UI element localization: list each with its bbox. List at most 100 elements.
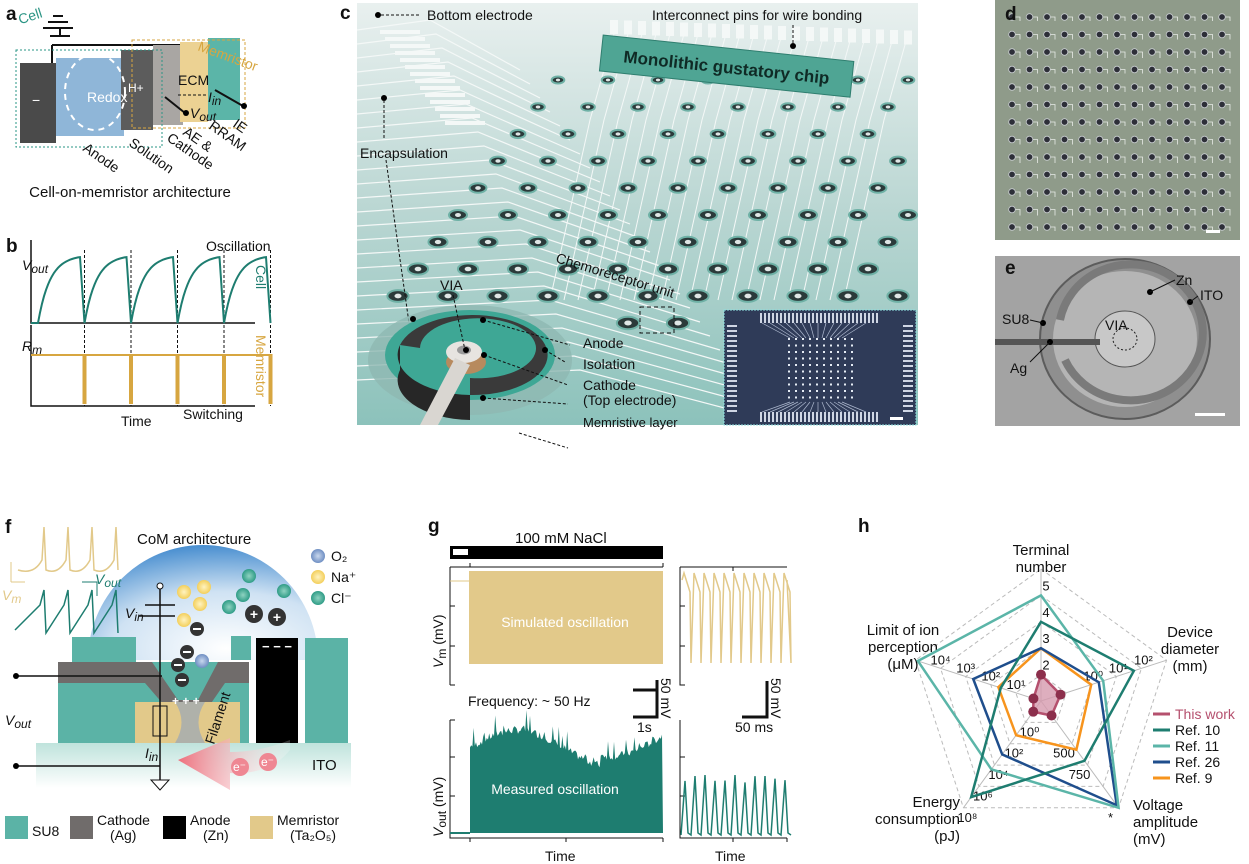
chemoreceptor-unit (1148, 65, 1156, 74)
pad (864, 412, 866, 422)
bond-pad (750, 25, 758, 39)
panel-label-a: a (6, 4, 17, 25)
ie-block (208, 38, 240, 120)
chemoreceptor-unit (1095, 135, 1104, 144)
panel-e: e SU8 Zn ITO VIA Ag (995, 256, 1240, 426)
unit (844, 344, 846, 347)
tick-label: 10² (1134, 652, 1153, 667)
ito-label-f: ITO (312, 757, 337, 774)
unit (837, 357, 839, 360)
chemoreceptor-unit (1078, 118, 1086, 126)
unit (788, 383, 790, 386)
pad (856, 412, 858, 422)
cell-oscillation-trace (31, 255, 272, 324)
pad (780, 412, 782, 422)
unit-center (745, 159, 751, 163)
trace (809, 401, 815, 413)
chemoreceptor-unit (1008, 223, 1016, 231)
chemoreceptor-unit (1113, 205, 1121, 214)
chemoreceptor-unit (1148, 153, 1156, 161)
chemoreceptor-unit (1113, 170, 1121, 179)
unit-center (715, 132, 721, 136)
unit-center (905, 78, 911, 82)
rram-block (180, 42, 208, 122)
unit (802, 338, 804, 340)
unit-center (814, 266, 822, 272)
cl-ion (277, 584, 291, 598)
chemoreceptor-unit (1095, 48, 1104, 56)
pad (840, 313, 842, 323)
unit-center (735, 105, 741, 109)
chemoreceptor-unit (1148, 135, 1156, 144)
tick-label: 750 (1069, 767, 1091, 782)
unit (844, 383, 846, 386)
legend-label: Memristor (277, 812, 340, 828)
chemoreceptor-unit (1043, 205, 1051, 214)
chemoreceptor-unit (1183, 223, 1191, 231)
pad (727, 330, 737, 332)
unit (802, 351, 804, 353)
o2-molecule (195, 654, 209, 668)
chemoreceptor-unit (1130, 48, 1139, 56)
unit (788, 377, 790, 379)
via-label: VIA (440, 277, 463, 293)
chemoreceptor-unit (1025, 65, 1034, 74)
unit-center (605, 78, 611, 82)
unit-center (815, 132, 821, 136)
unit-center (764, 266, 772, 272)
trace (793, 322, 807, 339)
axis-title: Device (1167, 624, 1213, 641)
grid-ring (914, 568, 1168, 809)
chemoreceptor-unit (1043, 170, 1051, 179)
trace (777, 401, 799, 413)
unit-center (505, 213, 511, 217)
chemoreceptor-unit (1218, 65, 1226, 74)
chemoreceptor-unit (1043, 30, 1051, 39)
vout-label-inset: Vout (95, 571, 122, 590)
chemoreceptor-unit (1095, 118, 1104, 126)
chemoreceptor-unit (1165, 153, 1174, 161)
minus-sign (178, 679, 186, 681)
pad (903, 390, 913, 392)
memristor-symbol (152, 705, 168, 737)
trace (761, 401, 791, 413)
cation (245, 605, 263, 623)
vm-axis-label: Vm (mV) (430, 614, 449, 668)
unit (823, 351, 825, 353)
chemoreceptor-unit (1095, 153, 1104, 161)
minus-sign (183, 651, 191, 653)
trace (829, 322, 843, 339)
unit (809, 377, 811, 379)
unit-center (515, 132, 521, 136)
unit (851, 383, 853, 386)
stimulus-label: 100 mM NaCl (515, 530, 607, 547)
unit-center (785, 105, 791, 109)
chemoreceptor-unit (1200, 118, 1209, 126)
plus-sign: + (273, 609, 281, 625)
scale-bar-50ms (742, 681, 769, 719)
chemoreceptor-unit (1218, 135, 1226, 144)
axis-title: Terminal (1013, 542, 1070, 559)
unit-center (795, 159, 801, 163)
chemoreceptor-unit (1165, 65, 1174, 74)
memristor-outline (131, 39, 246, 129)
trace (809, 322, 815, 339)
unit (816, 357, 818, 360)
chemoreceptor-unit (1113, 30, 1121, 39)
chemoreceptor-unit (1060, 135, 1069, 144)
chemoreceptor-unit (1025, 83, 1034, 91)
pad (864, 313, 866, 323)
unit-center (695, 159, 701, 163)
axis-title: (μM) (887, 656, 918, 673)
chemoreceptor-unit (1183, 205, 1191, 214)
trace (793, 401, 807, 413)
chemoreceptor-unit (1148, 100, 1156, 109)
legend-label: This work (1175, 706, 1236, 722)
chemoreceptor-unit (1200, 135, 1209, 144)
tick-label: 3 (1042, 631, 1049, 646)
unit-center (455, 213, 461, 217)
chemoreceptor-unit (1165, 205, 1174, 214)
trace (356, 47, 541, 99)
unit (788, 370, 790, 373)
pad (903, 375, 913, 377)
